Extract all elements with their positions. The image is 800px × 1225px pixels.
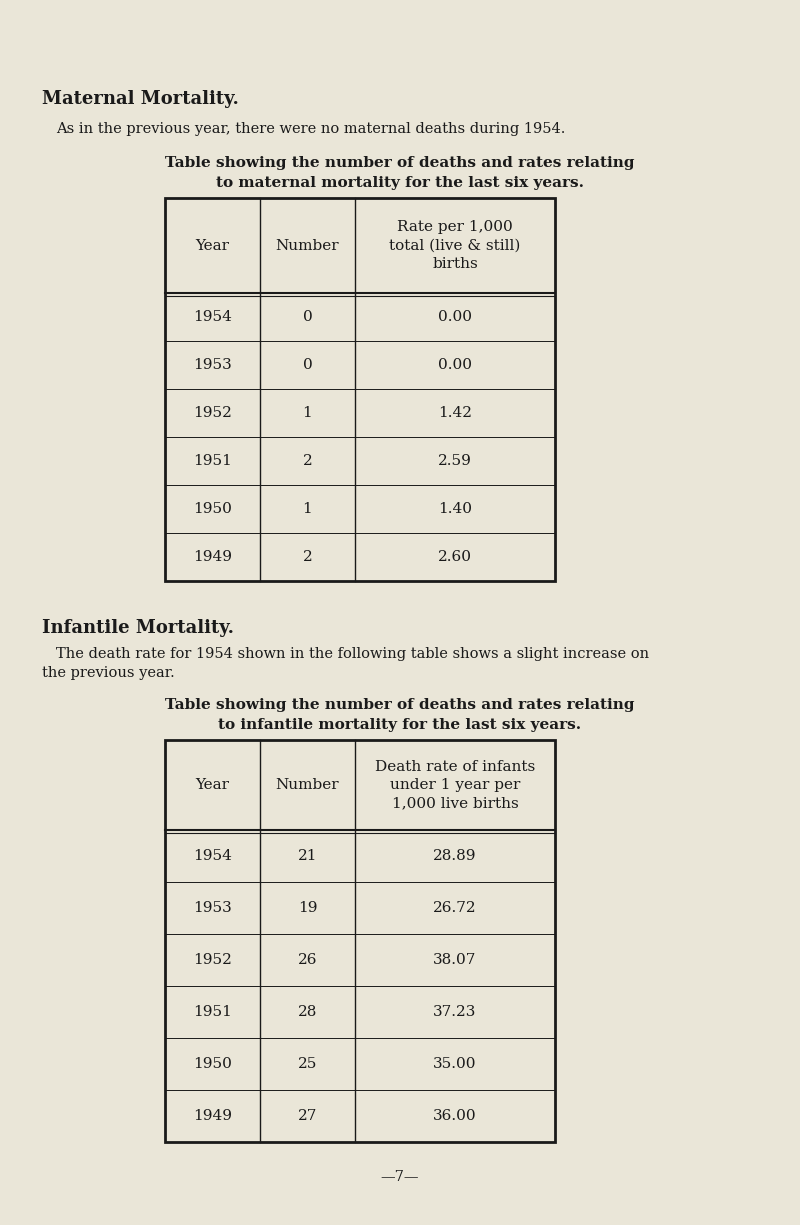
Text: to maternal mortality for the last six years.: to maternal mortality for the last six y…	[216, 176, 584, 190]
Text: 35.00: 35.00	[434, 1057, 477, 1071]
Text: 36.00: 36.00	[433, 1109, 477, 1123]
Text: 1954: 1954	[193, 310, 232, 323]
Text: 1952: 1952	[193, 953, 232, 967]
Text: Rate per 1,000
total (live & still)
births: Rate per 1,000 total (live & still) birt…	[390, 220, 521, 271]
Text: 25: 25	[298, 1057, 317, 1071]
Text: 1954: 1954	[193, 849, 232, 862]
Text: 1953: 1953	[193, 358, 232, 372]
Text: 1: 1	[302, 405, 312, 420]
Text: Year: Year	[195, 239, 230, 252]
Text: 2: 2	[302, 550, 312, 564]
Text: Infantile Mortality.: Infantile Mortality.	[42, 619, 234, 637]
Text: 1949: 1949	[193, 550, 232, 564]
Text: 1950: 1950	[193, 1057, 232, 1071]
Text: 1.42: 1.42	[438, 405, 472, 420]
Text: to infantile mortality for the last six years.: to infantile mortality for the last six …	[218, 718, 582, 733]
Text: 26.72: 26.72	[433, 902, 477, 915]
Text: 1949: 1949	[193, 1109, 232, 1123]
Text: Maternal Mortality.: Maternal Mortality.	[42, 89, 239, 108]
Text: As in the previous year, there were no maternal deaths during 1954.: As in the previous year, there were no m…	[56, 122, 566, 136]
Text: The death rate for 1954 shown in the following table shows a slight increase on: The death rate for 1954 shown in the fol…	[56, 647, 649, 662]
Text: 38.07: 38.07	[434, 953, 477, 967]
Text: Number: Number	[276, 778, 339, 793]
Text: 1: 1	[302, 502, 312, 516]
Bar	[165, 198, 555, 581]
Text: Number: Number	[276, 239, 339, 252]
Text: 37.23: 37.23	[434, 1004, 477, 1019]
Text: 19: 19	[298, 902, 318, 915]
Text: 1952: 1952	[193, 405, 232, 420]
Text: 1951: 1951	[193, 454, 232, 468]
Text: 26: 26	[298, 953, 318, 967]
Text: 27: 27	[298, 1109, 317, 1123]
Text: Year: Year	[195, 778, 230, 793]
Text: 1.40: 1.40	[438, 502, 472, 516]
Text: 0: 0	[302, 310, 312, 323]
Text: 28.89: 28.89	[434, 849, 477, 862]
Text: 0.00: 0.00	[438, 358, 472, 372]
Bar	[165, 740, 555, 1142]
Text: 2.59: 2.59	[438, 454, 472, 468]
Text: Table showing the number of deaths and rates relating: Table showing the number of deaths and r…	[166, 156, 634, 170]
Text: —7—: —7—	[381, 1170, 419, 1185]
Text: 21: 21	[298, 849, 318, 862]
Text: 1950: 1950	[193, 502, 232, 516]
Text: Death rate of infants
under 1 year per
1,000 live births: Death rate of infants under 1 year per 1…	[375, 760, 535, 811]
Text: the previous year.: the previous year.	[42, 666, 174, 680]
Text: 1953: 1953	[193, 902, 232, 915]
Text: 2: 2	[302, 454, 312, 468]
Text: 2.60: 2.60	[438, 550, 472, 564]
Text: Table showing the number of deaths and rates relating: Table showing the number of deaths and r…	[166, 698, 634, 712]
Text: 0.00: 0.00	[438, 310, 472, 323]
Text: 1951: 1951	[193, 1004, 232, 1019]
Text: 0: 0	[302, 358, 312, 372]
Text: 28: 28	[298, 1004, 317, 1019]
